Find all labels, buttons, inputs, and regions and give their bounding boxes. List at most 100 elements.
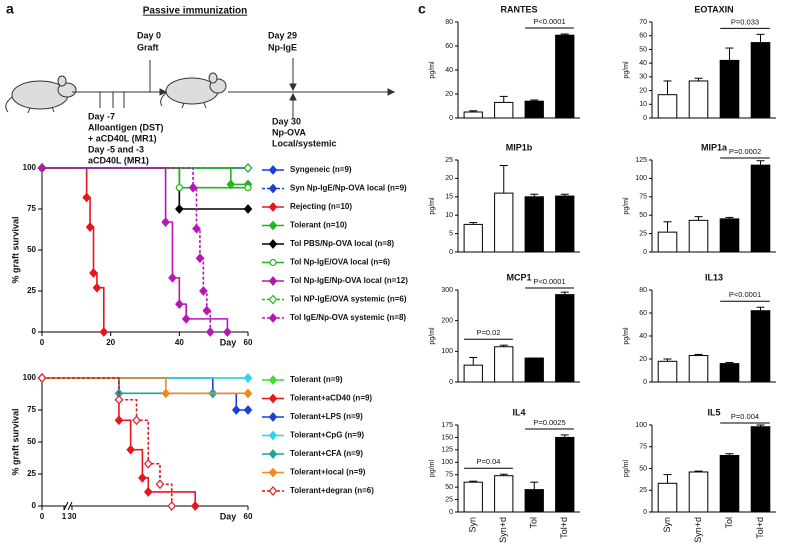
x-tick-label: Tol+d bbox=[559, 517, 569, 539]
y-tick-label: 5 bbox=[449, 230, 453, 237]
y-axis-label: pg/ml bbox=[429, 197, 436, 215]
x-tick-label: Tol+d bbox=[755, 517, 765, 539]
schematic-label: + aCD40L (MR1) bbox=[88, 133, 157, 143]
marker bbox=[244, 184, 252, 192]
y-tick-label: 25 bbox=[445, 496, 453, 503]
x-tick-label: 60 bbox=[244, 338, 253, 347]
x-tick-label: 0 bbox=[40, 338, 45, 347]
x-axis-label: Day bbox=[220, 511, 237, 521]
bar-chart: IL4 0 25 50 75 100 125 150 175 pg/ml Syn Syn+d Tol To… bbox=[429, 407, 580, 543]
x-axis-label: Day bbox=[220, 337, 237, 347]
marker bbox=[167, 501, 177, 511]
marker bbox=[181, 313, 191, 324]
y-tick-label: 75 bbox=[445, 472, 453, 479]
y-tick-label: 80 bbox=[639, 287, 647, 294]
marker bbox=[82, 192, 91, 203]
bar bbox=[719, 59, 740, 119]
p-value-label: P=0.004 bbox=[731, 412, 759, 421]
marker bbox=[168, 272, 177, 283]
marker bbox=[192, 223, 201, 234]
y-axis-label: pg/ml bbox=[429, 460, 436, 478]
marker bbox=[175, 184, 183, 192]
x-tick-label: Syn+d bbox=[693, 517, 703, 543]
p-value-label: P=0.033 bbox=[731, 17, 759, 26]
x-tick-label: Tol bbox=[724, 517, 734, 529]
schematic: Passive immunization Day bbox=[5, 6, 396, 165]
marker bbox=[223, 327, 232, 337]
panel-label: a bbox=[6, 1, 14, 17]
y-tick-label: 200 bbox=[441, 318, 453, 325]
y-tick-label: 60 bbox=[639, 310, 647, 317]
bar-chart: IL5 0 25 50 75 100 pg/ml Syn Syn+d Tol Tol+d P=0.00… bbox=[623, 407, 776, 543]
y-tick-label: 150 bbox=[441, 434, 453, 441]
bar bbox=[688, 355, 709, 383]
survival-curve bbox=[42, 377, 173, 506]
y-tick-label: 25 bbox=[445, 157, 453, 164]
schematic-label: Np-IgE bbox=[268, 42, 297, 52]
y-tick-label: 0 bbox=[643, 249, 647, 256]
x-tick-label: 30 bbox=[68, 512, 77, 521]
bar bbox=[657, 94, 678, 119]
bar bbox=[555, 195, 575, 253]
y-tick-label: 60 bbox=[639, 33, 647, 40]
bar bbox=[688, 219, 709, 253]
marker bbox=[205, 327, 215, 337]
p-value-label: P=0.04 bbox=[477, 457, 501, 466]
legend-label: Tolerant+LPS (n=9) bbox=[290, 412, 363, 421]
legend-label: Syngeneic (n=9) bbox=[290, 165, 352, 174]
marker bbox=[243, 405, 253, 415]
y-tick-label: 100 bbox=[23, 163, 37, 172]
mouse-icon bbox=[160, 72, 227, 109]
y-tick-label: 75 bbox=[639, 194, 647, 201]
bar bbox=[750, 164, 771, 253]
bar bbox=[555, 436, 575, 513]
y-axis-label: pg/ml bbox=[623, 460, 630, 478]
marker bbox=[92, 282, 102, 293]
panel-label: c bbox=[418, 1, 426, 17]
bar bbox=[494, 101, 514, 119]
y-tick-label: 25 bbox=[27, 469, 36, 478]
y-tick-label: 0 bbox=[449, 509, 453, 516]
legend-label: Syn Np-IgE/Np-OVA local (n=9) bbox=[290, 184, 407, 193]
survival-curve bbox=[42, 167, 212, 332]
marker bbox=[85, 222, 95, 232]
y-tick-label: 80 bbox=[445, 19, 453, 26]
bar bbox=[524, 100, 544, 119]
legend-label: Tol IgE/Np-OVA systemic (n=8) bbox=[290, 313, 406, 322]
x-tick-label: Syn+d bbox=[498, 517, 508, 543]
legend-label: Tol Np-IgE/OVA local (n=6) bbox=[290, 258, 390, 267]
chart-title: RANTES bbox=[500, 4, 537, 14]
legend-marker bbox=[268, 486, 278, 496]
legend-marker bbox=[268, 294, 278, 305]
axis-break bbox=[63, 501, 69, 511]
chart-title: MIP1b bbox=[506, 142, 533, 152]
schematic-label: Day 30 bbox=[272, 116, 301, 126]
marker bbox=[190, 501, 200, 511]
legend-marker bbox=[268, 430, 278, 441]
marker bbox=[132, 415, 141, 426]
p-value-label: P<0.0001 bbox=[533, 277, 565, 286]
legend-marker bbox=[268, 412, 278, 422]
y-tick-label: 10 bbox=[639, 101, 647, 108]
y-tick-label: 125 bbox=[635, 157, 647, 164]
bar bbox=[524, 357, 544, 383]
schematic-title: Passive immunization bbox=[143, 6, 247, 17]
y-tick-label: 0 bbox=[449, 115, 453, 122]
survival-curve bbox=[42, 167, 105, 332]
y-tick-label: 300 bbox=[441, 287, 453, 294]
marker bbox=[175, 204, 184, 214]
bar-chart: EOTAXIN 0 10 20 30 40 50 60 70 pg/ml P=0.033 bbox=[623, 4, 776, 122]
y-tick-label: 125 bbox=[441, 447, 453, 454]
x-tick-label: 1 bbox=[62, 512, 67, 521]
bar bbox=[555, 34, 575, 119]
y-tick-label: 40 bbox=[639, 60, 647, 67]
marker bbox=[37, 163, 47, 173]
schematic-label: Day 29 bbox=[268, 30, 297, 40]
x-tick-label: 0 bbox=[40, 512, 45, 521]
legend-marker bbox=[268, 467, 278, 478]
bar bbox=[688, 80, 709, 119]
y-tick-label: 30 bbox=[639, 74, 647, 81]
y-tick-label: 0 bbox=[449, 379, 453, 386]
marker bbox=[114, 394, 124, 405]
legend-marker bbox=[268, 276, 278, 286]
